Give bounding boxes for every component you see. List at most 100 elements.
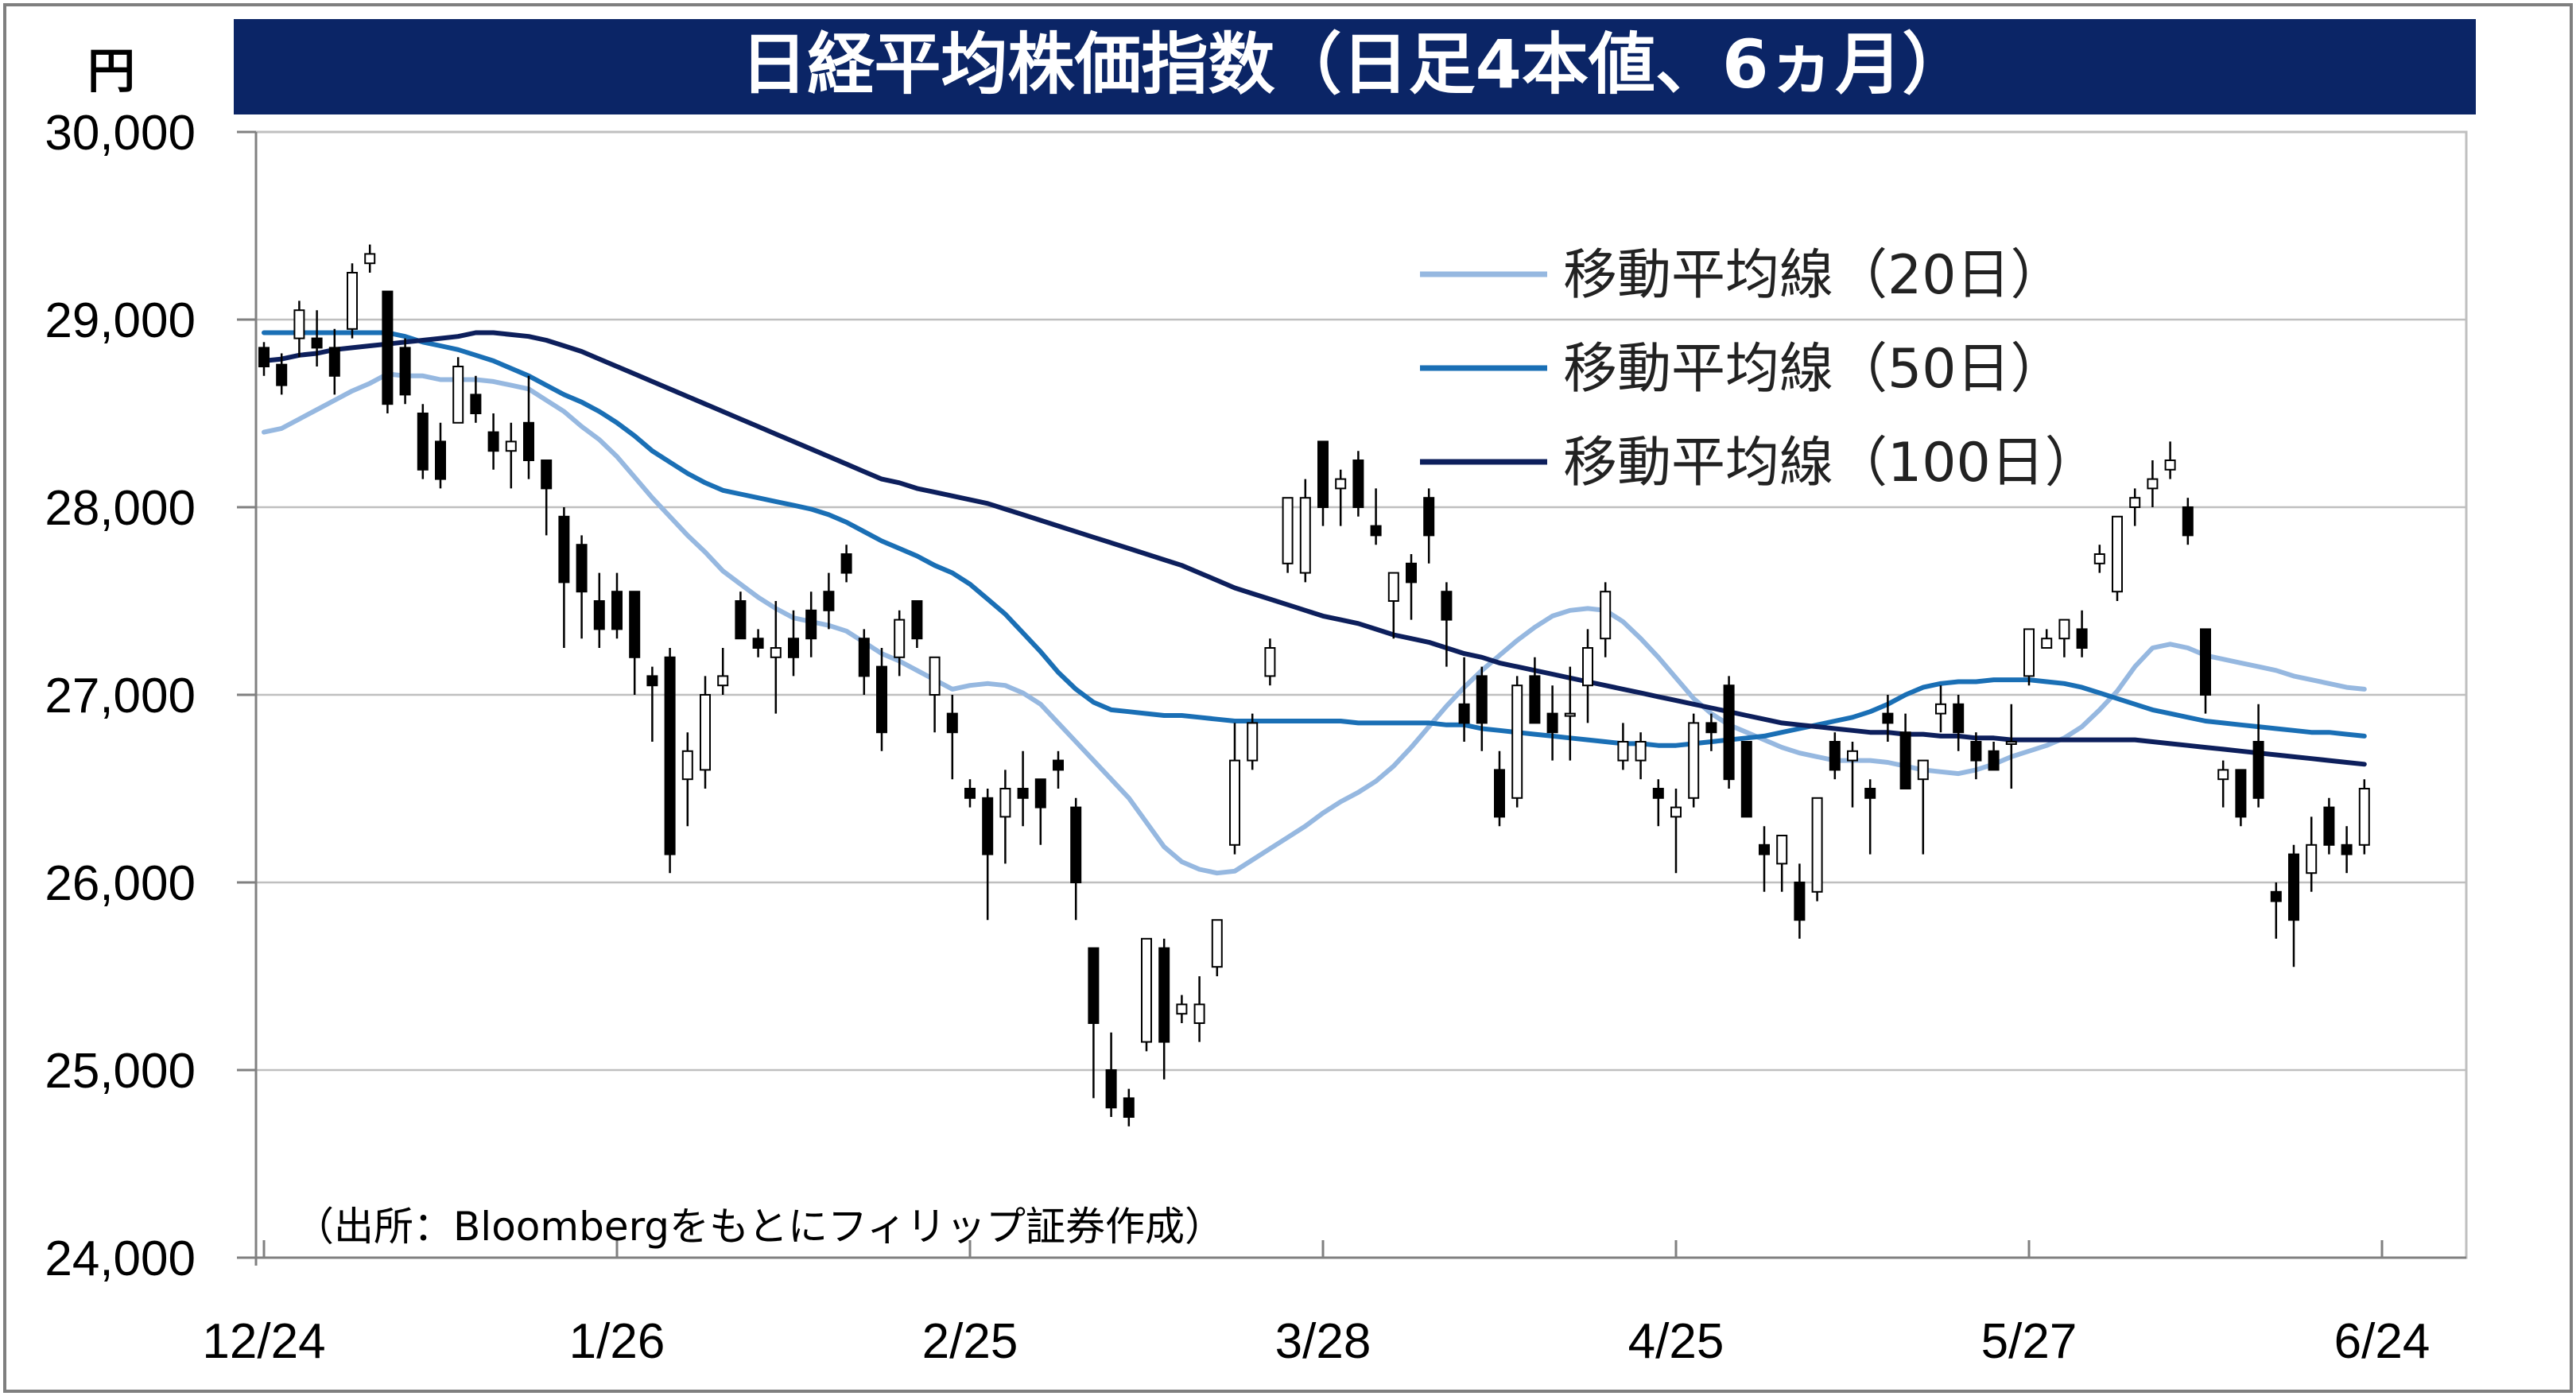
candle <box>258 342 270 376</box>
candle <box>328 328 340 395</box>
candle-body-down <box>435 440 446 480</box>
candle <box>982 789 994 921</box>
candle-body-up <box>1264 647 1276 677</box>
candle-body-up <box>1847 750 1858 762</box>
candle <box>1546 685 1558 761</box>
candle-body-down <box>2288 853 2299 921</box>
candle <box>770 601 782 714</box>
candle <box>2358 779 2370 855</box>
title-banner <box>234 19 2476 114</box>
candle <box>2041 629 2053 650</box>
candle <box>382 290 394 413</box>
candle-body-down <box>1406 562 1417 584</box>
y-tick-label: 25,000 <box>45 1044 196 1099</box>
candle <box>1970 732 1982 780</box>
candle-body-up <box>1193 1003 1205 1025</box>
candle <box>1352 451 1364 517</box>
candle-body-down <box>541 460 553 490</box>
candle-body-up <box>293 309 305 339</box>
candle-body-down <box>2341 843 2353 855</box>
candle-body-down <box>2076 628 2088 650</box>
ma20-line <box>262 371 2367 876</box>
candle-body-down <box>946 712 958 734</box>
candle-body-up <box>1617 741 1629 762</box>
candle <box>1794 863 1806 939</box>
candle <box>2182 498 2194 545</box>
candle <box>1317 440 1329 526</box>
candle-body-down <box>2323 806 2335 846</box>
candle <box>1582 629 1593 723</box>
candle <box>1264 638 1276 686</box>
candle-body-up <box>452 366 464 424</box>
candle-body-up <box>681 750 693 781</box>
legend-ma50: 移動平均線（50日） <box>1420 338 2065 401</box>
candle <box>1017 750 1029 827</box>
candle-body-down <box>1370 525 1382 537</box>
candle-body-up <box>1282 497 1294 564</box>
candle <box>664 648 676 874</box>
candle-body-down <box>2235 769 2247 818</box>
candle <box>1423 488 1435 564</box>
candle-body-up <box>1670 806 1682 818</box>
candle-body-up <box>2041 638 2053 650</box>
candle-body-down <box>1740 741 1752 818</box>
candle <box>1387 572 1399 639</box>
candle <box>788 610 799 677</box>
candle <box>1935 685 1946 733</box>
candle <box>1953 695 1965 751</box>
candle <box>858 629 870 695</box>
candle <box>646 666 658 742</box>
chart-title: 日経平均株価指数（日足4本値、6ヵ月） <box>741 25 1969 103</box>
candle-body-down <box>1829 741 1841 771</box>
candle-body-down <box>611 591 623 630</box>
candle <box>1600 582 1612 657</box>
legend-label: 移動平均線（50日） <box>1563 338 2065 401</box>
candle <box>1282 497 1294 573</box>
candle <box>2058 619 2070 657</box>
candle-body-down <box>1070 806 1082 883</box>
candle-body-up <box>2005 741 2017 745</box>
candle <box>1458 657 1470 742</box>
candle-body-down <box>1794 882 1806 921</box>
candle-body-up <box>505 440 517 452</box>
candle <box>1335 469 1347 526</box>
candle <box>1141 937 1152 1052</box>
candle-body-down <box>1105 1069 1117 1109</box>
candle-body-up <box>2217 769 2229 781</box>
candle-body-down <box>1899 731 1911 790</box>
candle <box>593 572 605 648</box>
candle-body-up <box>1299 497 1311 574</box>
candle <box>347 263 358 339</box>
candle-body-up <box>1635 741 1647 762</box>
candle <box>1829 732 1841 780</box>
candle-body-up <box>1211 919 1223 968</box>
candle-body-up <box>1776 835 1788 865</box>
candle-body-down <box>1953 703 1965 734</box>
candle <box>452 357 464 424</box>
unit-label: 円 <box>87 44 135 99</box>
y-tick-label: 30,000 <box>45 106 196 161</box>
candle <box>681 732 693 827</box>
candle <box>840 545 852 583</box>
candle <box>2093 545 2105 573</box>
candle <box>1988 742 2000 771</box>
candle-body-down <box>399 347 411 396</box>
x-axis: 12/24 1/26 2/25 3/28 4/25 5/27 6/24 <box>202 1240 2466 1369</box>
candle <box>823 572 835 630</box>
candle <box>1899 713 1911 790</box>
candle-body-up <box>1688 722 1700 799</box>
candle <box>1370 488 1382 545</box>
x-tick-label: 1/26 <box>569 1314 665 1369</box>
candle-body-up <box>1582 647 1593 687</box>
candle-body-down <box>1053 759 1064 771</box>
candle-body-down <box>1458 703 1470 724</box>
candle <box>1705 713 1717 751</box>
candle-body-up <box>1564 712 1576 717</box>
candle-body-down <box>258 347 270 367</box>
candle-body-up <box>1247 722 1259 762</box>
candle <box>2306 816 2318 892</box>
candle <box>1511 676 1523 808</box>
candle-body-up <box>2129 497 2141 509</box>
candle <box>1088 947 1100 1099</box>
